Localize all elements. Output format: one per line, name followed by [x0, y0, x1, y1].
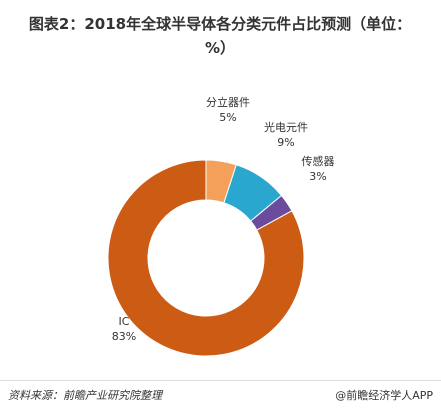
- slice-label: 传感器: [302, 155, 335, 168]
- chart: 分立器件 5% 光电元件 9% 传感器 3% IC 83%: [107, 95, 335, 357]
- source: 资料来源：前瞻产业研究院整理: [8, 389, 162, 402]
- value-label: 3%: [309, 170, 326, 183]
- value-label: 83%: [112, 330, 136, 343]
- footer: 资料来源：前瞻产业研究院整理 @前瞻经济学人APP: [0, 380, 441, 413]
- value-label: 9%: [277, 136, 294, 149]
- credit: @前瞻经济学人APP: [335, 389, 433, 402]
- slice: [107, 159, 305, 357]
- slice-label: IC: [119, 315, 130, 328]
- slice-label: 分立器件: [206, 95, 250, 109]
- value-label: 5%: [219, 111, 236, 124]
- chart-title: 图表2：2018年全球半导体各分类元件占比预测（单位：%）: [28, 15, 412, 57]
- slice-label: 光电元件: [264, 120, 308, 134]
